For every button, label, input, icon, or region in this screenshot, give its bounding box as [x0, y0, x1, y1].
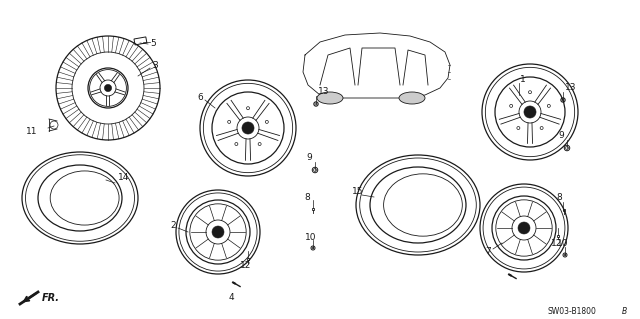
Text: 10: 10 — [305, 233, 317, 241]
Text: 2: 2 — [170, 221, 175, 231]
Text: 8: 8 — [304, 192, 310, 202]
Text: 13: 13 — [318, 87, 330, 97]
Text: 8: 8 — [556, 194, 562, 203]
Text: 12: 12 — [551, 239, 563, 248]
Circle shape — [312, 247, 314, 249]
Text: 12: 12 — [240, 262, 252, 271]
Text: B: B — [622, 308, 627, 316]
Ellipse shape — [399, 92, 425, 104]
Text: 9: 9 — [558, 131, 564, 140]
Text: 13: 13 — [565, 84, 577, 93]
Ellipse shape — [317, 92, 343, 104]
Circle shape — [564, 254, 566, 256]
Text: 10: 10 — [557, 240, 568, 249]
Text: 11: 11 — [26, 128, 38, 137]
Bar — [247, 258, 249, 260]
Text: FR.: FR. — [42, 293, 60, 303]
Bar — [134, 37, 147, 45]
Text: 1: 1 — [520, 76, 525, 85]
Text: 4: 4 — [229, 293, 235, 302]
Text: 6: 6 — [197, 93, 203, 102]
Text: 5: 5 — [150, 39, 156, 48]
Circle shape — [212, 226, 224, 238]
Circle shape — [242, 122, 254, 134]
Text: 3: 3 — [152, 61, 157, 70]
Bar — [557, 235, 559, 237]
Circle shape — [104, 85, 111, 92]
Bar — [312, 208, 314, 210]
Text: SW03-B1800: SW03-B1800 — [548, 308, 597, 316]
Text: 7: 7 — [485, 248, 491, 256]
Polygon shape — [303, 33, 450, 98]
Text: 9: 9 — [306, 153, 312, 162]
Circle shape — [518, 222, 530, 234]
Text: 14: 14 — [118, 173, 129, 182]
Text: 15: 15 — [352, 188, 364, 197]
Bar — [563, 209, 565, 211]
Circle shape — [524, 106, 536, 118]
